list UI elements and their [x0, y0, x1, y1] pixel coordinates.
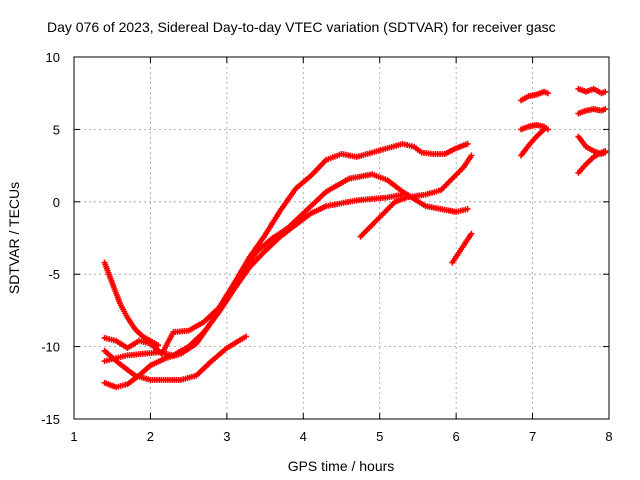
data-series	[101, 85, 609, 391]
series-line	[103, 142, 469, 356]
chart-title: Day 076 of 2023, Sidereal Day-to-day VTE…	[47, 19, 556, 35]
series-track-7	[449, 230, 475, 266]
series-markers	[101, 191, 406, 365]
x-tick-label: 7	[529, 429, 536, 444]
y-tick-label: -15	[41, 412, 60, 427]
y-axis-label: SDTVAR / TECUs	[6, 182, 22, 294]
axis-ticks: 1 2 3 4 5 6 7 8 10 5 0 -5 -10 -15	[41, 50, 612, 444]
series-markers	[575, 85, 609, 97]
y-tick-label: -10	[41, 340, 60, 355]
series-track-11	[575, 85, 609, 97]
x-tick-label: 1	[70, 429, 77, 444]
series-track-14	[575, 148, 609, 176]
y-tick-label: 10	[46, 50, 60, 65]
y-tick-label: -5	[48, 267, 60, 282]
x-tick-label: 2	[147, 429, 154, 444]
x-tick-label: 5	[376, 429, 383, 444]
series-line	[103, 173, 469, 389]
series-markers	[575, 148, 609, 176]
series-line	[103, 193, 404, 363]
series-track-12	[575, 106, 609, 117]
x-tick-label: 3	[223, 429, 230, 444]
series-markers	[518, 122, 551, 133]
series-markers	[449, 230, 475, 266]
series-track-6	[357, 152, 475, 240]
x-axis-label: GPS time / hours	[288, 458, 395, 474]
series-markers	[101, 333, 249, 383]
series-markers	[575, 106, 609, 117]
y-tick-label: 5	[53, 122, 60, 137]
x-tick-label: 4	[300, 429, 307, 444]
y-tick-label: 0	[53, 195, 60, 210]
series-markers	[357, 152, 475, 240]
series-track-10	[518, 126, 547, 159]
series-markers	[518, 126, 547, 159]
series-track-2	[101, 191, 406, 365]
series-track-5	[101, 333, 249, 383]
x-tick-label: 8	[605, 429, 612, 444]
series-markers	[101, 140, 471, 357]
series-track-8	[518, 88, 551, 104]
x-tick-label: 6	[453, 429, 460, 444]
series-track-4	[101, 259, 162, 349]
series-track-3	[101, 140, 471, 357]
series-markers	[101, 259, 162, 349]
series-track-9	[518, 122, 551, 133]
plot-frame	[73, 56, 610, 420]
series-markers	[518, 88, 551, 104]
